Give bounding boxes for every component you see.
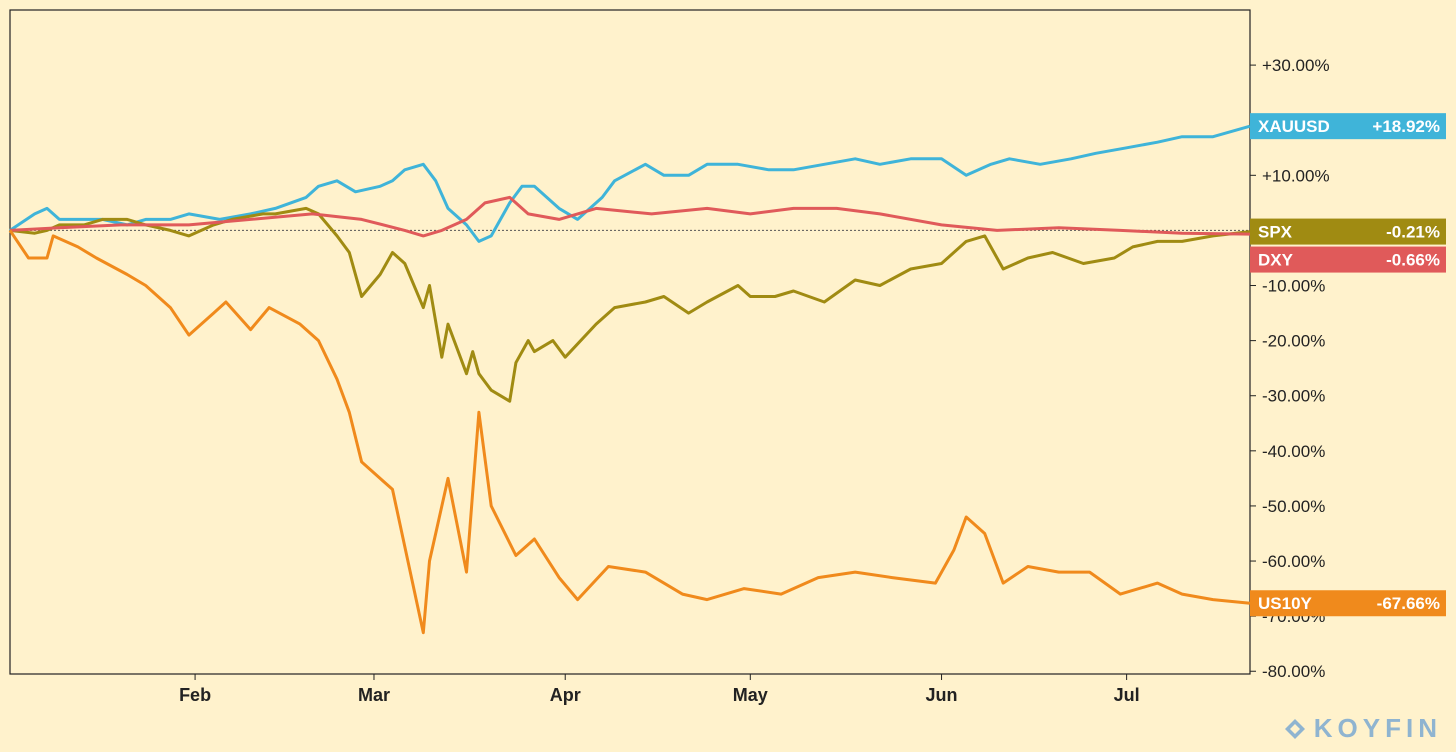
y-tick-label: -40.00%	[1262, 442, 1325, 461]
x-tick-label: May	[733, 685, 768, 705]
x-tick-label: Apr	[550, 685, 581, 705]
series-value-badge-us10y: US10Y -67.66%	[1250, 590, 1446, 617]
series-line-us10y	[8, 229, 1251, 635]
series-value-label: +18.92%	[1372, 117, 1440, 136]
series-value-badge-spx: SPX -0.21%	[1250, 218, 1446, 245]
series-value-labels: XAUUSD +18.92% SPX -0.21% DXY -0.66% US10Y -67.…	[1250, 113, 1446, 617]
series-line-spx	[9, 206, 1251, 403]
series-value-badge-bg	[1250, 246, 1446, 273]
y-tick-label: -60.00%	[1262, 552, 1325, 571]
series-value-badge-bg	[1250, 113, 1446, 140]
series-name-label: XAUUSD	[1258, 117, 1330, 136]
y-tick-label: +30.00%	[1262, 56, 1330, 75]
series-line-xauusd	[9, 124, 1251, 243]
series-name-label: US10Y	[1258, 594, 1313, 613]
series-layer	[8, 124, 1251, 635]
y-tick-label: -10.00%	[1262, 277, 1325, 296]
x-tick-label: Feb	[179, 685, 211, 705]
x-tick-label: Jul	[1114, 685, 1140, 705]
y-tick-label: +10.00%	[1262, 166, 1330, 185]
series-name-label: DXY	[1258, 251, 1294, 270]
series-value-badge-bg	[1250, 590, 1446, 617]
series-line-dxy	[9, 195, 1251, 238]
series-value-label: -0.21%	[1386, 223, 1440, 242]
logo-text: KOYFIN	[1313, 713, 1442, 743]
x-tick-label: Jun	[926, 685, 958, 705]
x-tick-label: Mar	[358, 685, 390, 705]
y-tick-label: -20.00%	[1262, 332, 1325, 351]
x-axis: Feb Mar Apr May Jun Jul	[179, 674, 1140, 705]
y-tick-label: -80.00%	[1262, 662, 1325, 681]
koyfin-diamond-icon	[1284, 718, 1305, 739]
y-axis: +30.00% +10.00% -10.00% -20.00% -30.00% -40.0…	[1250, 56, 1330, 681]
series-value-label: -0.66%	[1386, 251, 1440, 270]
series-value-label: -67.66%	[1377, 594, 1440, 613]
series-value-badge-xauusd: XAUUSD +18.92%	[1250, 113, 1446, 140]
series-value-badge-bg	[1250, 218, 1446, 245]
y-tick-label: -30.00%	[1262, 387, 1325, 406]
series-name-label: SPX	[1258, 223, 1293, 242]
koyfin-logo: KOYFIN	[1284, 713, 1442, 744]
y-tick-label: -50.00%	[1262, 497, 1325, 516]
series-value-badge-dxy: DXY -0.66%	[1250, 246, 1446, 273]
plot-frame	[9, 9, 1251, 675]
